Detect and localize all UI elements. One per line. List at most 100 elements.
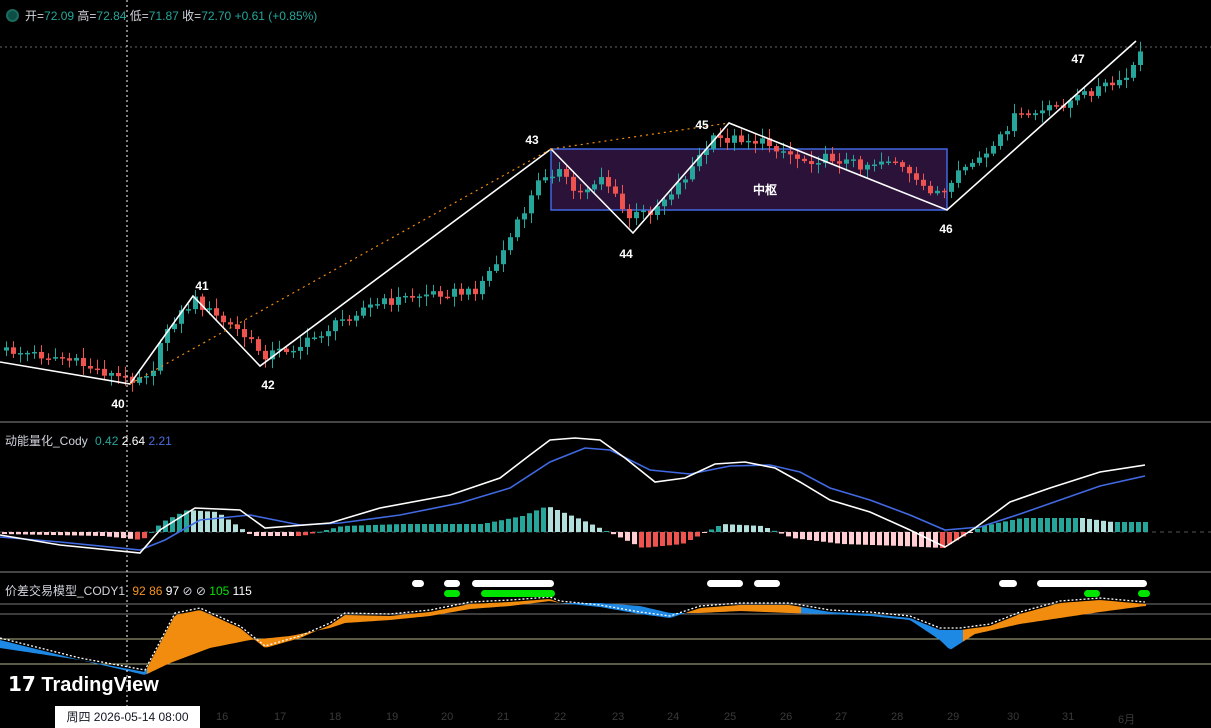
candle-body	[18, 353, 23, 355]
band-fill	[906, 617, 909, 620]
candle-body	[1068, 100, 1073, 108]
macd-histogram-bar	[65, 532, 70, 536]
band-fill	[1083, 601, 1086, 615]
band-fill	[282, 636, 285, 644]
x-tick-label: 17	[274, 711, 287, 723]
band-fill	[510, 601, 513, 606]
band-fill	[213, 615, 216, 648]
macd-histogram-bar	[597, 527, 602, 532]
macd-histogram-bar	[436, 524, 441, 532]
macd-histogram-bar	[380, 524, 385, 532]
band-fill	[1071, 601, 1074, 617]
band-fill	[252, 637, 255, 640]
macd-histogram-bar	[905, 532, 910, 547]
candle-body	[417, 296, 422, 298]
band-fill	[591, 603, 594, 607]
candle-body	[67, 358, 72, 361]
signal-pill	[444, 590, 460, 597]
candle-body	[74, 357, 79, 361]
band-fill	[507, 602, 510, 607]
band-fill	[531, 600, 534, 604]
macd-histogram-bar	[870, 532, 875, 545]
band-fill	[360, 615, 363, 622]
indicator1-legend[interactable]: 动能量化_Cody 0.42 2.64 2.21	[5, 432, 172, 449]
band-fill	[15, 643, 18, 651]
band-fill	[729, 605, 732, 612]
candle-body	[606, 177, 611, 187]
band-fill	[537, 599, 540, 603]
band-fill	[957, 630, 960, 646]
macd-histogram-bar	[835, 532, 840, 544]
macd-histogram-bar	[58, 532, 63, 536]
candle-body	[319, 336, 324, 338]
candle-body	[1026, 113, 1031, 116]
candle-body	[53, 357, 58, 359]
band-fill	[306, 632, 309, 636]
band-fill	[525, 600, 528, 605]
band-fill	[555, 601, 558, 603]
candle-body	[1019, 113, 1024, 115]
macd-histogram-bar	[1003, 521, 1008, 532]
candle-body	[746, 140, 751, 143]
band-fill	[627, 605, 630, 613]
band-fill	[663, 611, 666, 618]
candle-body	[347, 319, 352, 321]
candle-body	[186, 309, 191, 311]
band-fill	[477, 603, 480, 609]
candle-body	[998, 134, 1003, 146]
band-fill	[837, 612, 840, 615]
macd-histogram-bar	[170, 517, 175, 532]
band-fill	[1101, 600, 1104, 612]
band-fill	[828, 611, 831, 615]
macd-histogram-bar	[352, 525, 357, 532]
signal-pill	[444, 580, 460, 587]
macd-histogram-bar	[534, 510, 539, 532]
band-fill	[834, 612, 837, 615]
macd-histogram-bar	[772, 530, 777, 532]
macd-histogram-bar	[464, 524, 469, 532]
candle-body	[298, 346, 303, 351]
band-fill	[987, 626, 990, 632]
candle-body	[361, 307, 366, 316]
band-fill	[1110, 600, 1113, 611]
band-fill	[978, 627, 981, 634]
band-fill	[1050, 604, 1053, 620]
band-fill	[243, 630, 246, 642]
candle-body	[284, 348, 289, 353]
candle-body	[452, 288, 457, 297]
band-fill	[276, 637, 279, 645]
tradingview-logo[interactable]: 𝟭𝟳 TradingView	[8, 674, 159, 696]
indicator2-name: 价差交易模型_CODY1	[5, 584, 126, 598]
macd-histogram-bar	[233, 524, 238, 532]
band-fill	[645, 607, 648, 616]
candle-body	[459, 288, 464, 295]
band-fill	[30, 647, 33, 653]
band-fill	[702, 607, 705, 613]
band-fill	[102, 664, 105, 666]
candle-body	[1103, 82, 1108, 87]
indicator2-legend[interactable]: 价差交易模型_CODY1 92 86 97 ⊘ ⊘ 105 115	[5, 582, 252, 599]
macd-histogram-bar	[457, 524, 462, 532]
macd-histogram-bar	[128, 532, 133, 539]
band-fill	[888, 615, 891, 619]
band-fill	[195, 610, 198, 654]
indicator2-v5: 105	[209, 584, 230, 598]
candle-body	[837, 161, 842, 164]
candle-body	[886, 161, 891, 163]
band-fill	[324, 626, 327, 630]
candle-body	[473, 288, 478, 295]
band-fill	[1113, 601, 1116, 611]
band-fill	[219, 618, 222, 647]
band-fill	[633, 605, 636, 614]
candle-body	[214, 308, 219, 316]
candle-body	[774, 146, 779, 152]
band-fill	[858, 613, 861, 616]
x-tick-label: 25	[724, 711, 737, 723]
x-tick-label: 6月	[1118, 714, 1136, 726]
candle-body	[1124, 77, 1129, 80]
band-fill	[618, 604, 621, 611]
band-fill	[852, 613, 855, 616]
band-fill	[861, 613, 864, 616]
signal-pill	[472, 580, 554, 587]
